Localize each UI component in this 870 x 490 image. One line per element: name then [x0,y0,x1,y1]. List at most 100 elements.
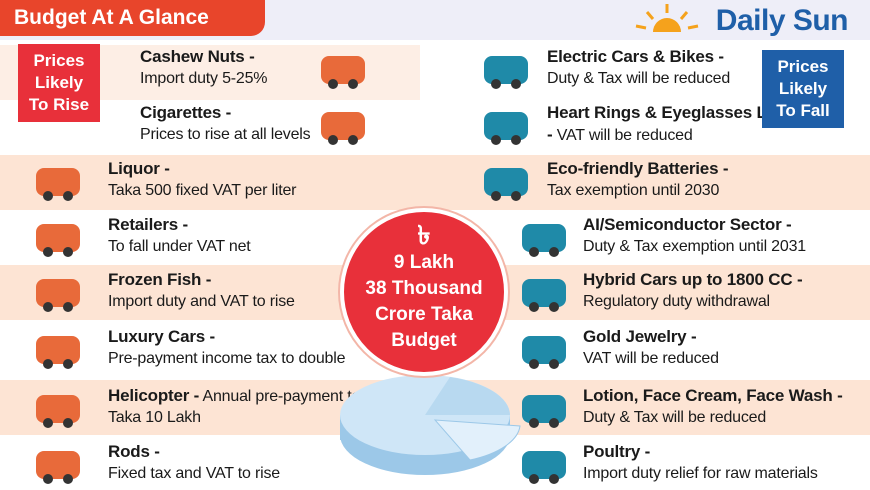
stripe [0,155,870,210]
item-title: Cigarettes - [140,103,232,122]
icon-shape [484,56,528,84]
item-desc: To fall under VAT net [108,238,251,255]
icon-shape [522,336,566,364]
rise-badge: Prices Likely To Rise [18,44,100,122]
item-title: Helicopter - [108,386,200,405]
item-desc: Pre-payment income tax to double [108,350,346,367]
item: Lotion, Face Cream, Face Wash - Duty & T… [583,385,853,428]
icon-shape [321,56,365,84]
item-title: Rods - [108,442,160,461]
icon-shape [36,395,80,423]
icon-shape [484,112,528,140]
item: Heart Rings & Eyeglasses Lenses - VAT wi… [547,102,817,146]
icon-shape [36,168,80,196]
icon-shape [522,224,566,252]
pie-illustration [340,375,521,475]
icon-dot [511,79,521,89]
item-desc: Tax exemption until 2030 [547,182,720,199]
badge-line: Likely [34,73,84,92]
item: Luxury Cars - Pre-payment income tax to … [108,326,368,369]
item-title: AI/Semiconductor Sector - [583,215,792,234]
item: Helicopter - Annual pre-payment tax Taka… [108,385,368,428]
icon-dot [348,79,358,89]
icon-dot [491,79,501,89]
item: Cigarettes - Prices to rise at all level… [140,102,400,145]
center-line: 38 Thousand [365,278,483,299]
taka-symbol: ৳ [417,220,431,250]
fall-badge: Prices Likely To Fall [762,50,844,128]
icon-dot [549,247,559,257]
icon-dot [549,474,559,484]
item-desc: Duty & Tax will be reduced [583,409,767,426]
item-icon [321,112,365,145]
center-line: Budget [391,330,457,351]
icon-dot [491,191,501,201]
budget-circle: ৳ 9 Lakh 38 Thousand Crore Taka Budget [340,208,508,376]
item-desc: Regulatory duty withdrawal [583,293,770,310]
item-icon [321,56,365,89]
item-desc: Import duty 5-25% [140,70,268,87]
icon-shape [522,279,566,307]
icon-shape [36,224,80,252]
icon-dot [63,191,73,201]
badge-line: Prices [777,57,829,76]
item-title: Retailers - [108,215,189,234]
item-title: Cashew Nuts - [140,47,255,66]
item: AI/Semiconductor Sector - Duty & Tax exe… [583,214,853,257]
icon-shape [36,279,80,307]
item: Frozen Fish - Import duty and VAT to ris… [108,269,368,312]
item-title: Gold Jewelry - [583,327,697,346]
item: Hybrid Cars up to 1800 CC - Regulatory d… [583,269,853,312]
icon-dot [43,247,53,257]
icon-dot [328,135,338,145]
item-title: Poultry - [583,442,651,461]
center-line: 9 Lakh [393,252,455,273]
icon-dot [63,359,73,369]
icon-dot [529,474,539,484]
badge-line: Likely [778,79,828,98]
item-desc: Import duty relief for raw materials [583,465,818,482]
icon-dot [63,418,73,428]
icon-dot [43,474,53,484]
item: Liquor - Taka 500 fixed VAT per liter [108,158,368,201]
badge-line: To Rise [28,95,90,114]
item: Cashew Nuts - Import duty 5-25% [140,46,400,89]
icon-dot [491,135,501,145]
item-icon [522,279,566,312]
item-icon [36,168,80,201]
item-title: Lotion, Face Cream, Face Wash - [583,386,843,405]
icon-dot [529,418,539,428]
item-icon [522,451,566,484]
item: Retailers - To fall under VAT net [108,214,368,257]
icon-shape [36,451,80,479]
icon-dot [63,302,73,312]
badge-line: Prices [33,51,85,70]
item-icon [36,336,80,369]
item-desc: Fixed tax and VAT to rise [108,465,280,482]
item-desc: Duty & Tax exemption until 2031 [583,238,806,255]
item-icon [36,224,80,257]
brand: Daily Sun [715,4,849,37]
icon-dot [63,474,73,484]
item-desc: Prices to rise at all levels [140,126,311,143]
icon-shape [522,451,566,479]
item-title: Luxury Cars - [108,327,215,346]
icon-dot [529,359,539,369]
badge-line: To Fall [776,101,830,120]
item-desc: VAT will be reduced [556,127,693,144]
icon-dot [529,247,539,257]
item-desc: Annual pre-payment tax Taka 10 Lakh [108,388,368,426]
item: Eco-friendly Batteries - Tax exemption u… [547,158,817,201]
icon-shape [36,336,80,364]
icon-dot [529,302,539,312]
icon-dot [511,191,521,201]
item: Gold Jewelry - VAT will be reduced [583,326,853,369]
item-icon [484,56,528,89]
header-title: Budget At A Glance [0,0,265,36]
icon-dot [549,418,559,428]
item-icon [522,395,566,428]
item-icon [36,279,80,312]
item-icon [522,336,566,369]
item: Poultry - Import duty relief for raw mat… [583,441,853,484]
